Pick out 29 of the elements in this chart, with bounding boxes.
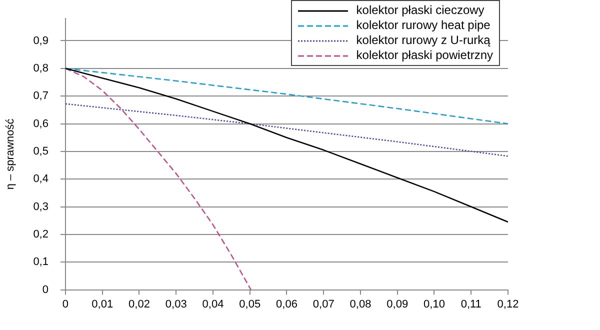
- x-tick-label: 0,02: [128, 298, 150, 310]
- y-tick-label: 0,4: [33, 173, 48, 186]
- x-tick-label: 0,05: [239, 298, 261, 310]
- x-tick-label: 0,06: [276, 298, 298, 310]
- x-tick-label: 0,09: [386, 298, 408, 310]
- y-tick-label: 0,6: [33, 118, 48, 130]
- x-tick-label: 0,12: [497, 298, 519, 310]
- x-tick-label: 0,11: [460, 298, 482, 310]
- x-tick-label: 0,10: [424, 298, 445, 310]
- y-tick-label: 0: [42, 284, 48, 296]
- x-tick-label: 0,04: [202, 298, 224, 310]
- legend-label: kolektor rurowy heat pipe: [356, 18, 490, 33]
- y-tick-label: 0,5: [33, 145, 48, 158]
- x-tick-label: 0,08: [350, 298, 372, 310]
- y-tick-label: 0,1: [33, 256, 48, 268]
- y-tick-label: 0,2: [33, 228, 48, 240]
- legend-label: kolektor płaski cieczowy: [356, 3, 484, 18]
- y-tick-label: 0,7: [33, 90, 48, 102]
- x-tick-label: 0,01: [92, 298, 114, 310]
- y-axis-title: η – sprawność: [4, 118, 17, 190]
- legend-label: kolektor rurowy z U-rurką: [356, 33, 490, 48]
- x-tick-label: 0,07: [312, 298, 334, 310]
- x-tick-label: 0,03: [165, 298, 187, 310]
- y-tick-label: 0,9: [33, 34, 48, 47]
- legend-label: kolektor płaski powietrzny: [356, 48, 493, 63]
- y-tick-label: 0,3: [33, 200, 48, 213]
- x-tick-label: 0: [62, 298, 69, 310]
- y-tick-label: 0,8: [33, 62, 48, 74]
- line-series: [65, 68, 252, 290]
